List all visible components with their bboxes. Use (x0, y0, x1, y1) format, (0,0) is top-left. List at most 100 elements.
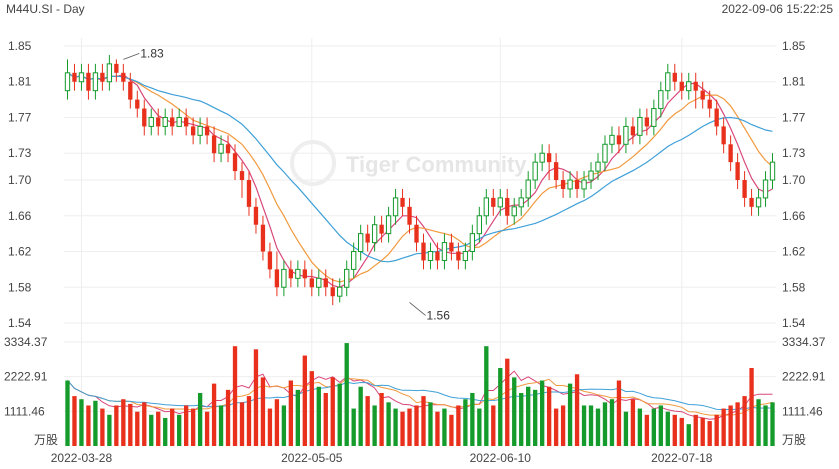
volume-bar (351, 408, 356, 446)
candle (651, 99, 657, 136)
candle (630, 117, 636, 145)
candle (588, 162, 594, 189)
volume-bar (526, 386, 531, 446)
candle-body (64, 72, 71, 92)
volume-bar (177, 414, 182, 446)
candle (567, 171, 573, 198)
volume-unit-left: 万股 (34, 433, 58, 447)
candle (267, 242, 273, 279)
candle (400, 188, 405, 216)
candle (672, 63, 677, 91)
volume-bar (323, 392, 328, 446)
candle (86, 63, 91, 100)
price-annotations: 1.83 1.56 (123, 46, 450, 322)
candle (142, 99, 147, 136)
candle-body (225, 144, 231, 154)
candle (518, 188, 524, 216)
candle (246, 171, 252, 216)
candle (114, 59, 119, 82)
candle (323, 269, 328, 297)
candle (581, 171, 587, 198)
date-tick: 2022-05-05 (281, 451, 343, 465)
candle (253, 197, 259, 234)
candle (351, 242, 357, 279)
candle-body (665, 72, 671, 92)
price-tick-left: 1.66 (8, 209, 32, 223)
candle-body (644, 117, 650, 127)
candle (100, 63, 105, 91)
price-tick-right: 1.81 (782, 75, 806, 89)
volume-bar (253, 349, 259, 446)
candle-body (337, 286, 343, 297)
candle-body (616, 135, 622, 145)
price-tick-left: 1.85 (8, 39, 32, 53)
candle-body (749, 197, 754, 207)
candle-body (525, 179, 531, 199)
candle-body (78, 72, 85, 83)
candle (78, 63, 85, 91)
candle-body (162, 116, 168, 127)
candle-body (302, 269, 307, 279)
candle-body (385, 215, 392, 235)
candle-body (281, 268, 287, 288)
volume-bar (595, 408, 601, 446)
volume-bar (121, 399, 126, 446)
volume-bar (623, 411, 629, 446)
candle-body (462, 251, 469, 261)
volume-bar (505, 358, 510, 446)
candle-body (476, 215, 482, 235)
candle (714, 99, 719, 136)
candle-body (679, 81, 684, 91)
volume-bar (239, 402, 245, 446)
candle (609, 126, 615, 154)
candle (316, 269, 322, 297)
candle (469, 224, 476, 261)
volume-bar (763, 405, 768, 446)
candle-body (623, 125, 629, 145)
volume-bar (721, 408, 726, 446)
candle-body (344, 268, 350, 288)
volume-bar (756, 399, 761, 446)
candle-body (204, 126, 210, 136)
candle (183, 108, 189, 136)
volume-bar (470, 392, 475, 446)
candle-body (371, 224, 378, 244)
volume-bar (449, 414, 454, 446)
candle (449, 233, 454, 261)
candle-body (700, 90, 705, 100)
candle (462, 242, 469, 270)
volume-bar (581, 405, 587, 446)
volume-bar (686, 424, 691, 446)
price-tick-right: 1.73 (782, 146, 806, 160)
candle (525, 171, 531, 207)
volume-bar (288, 380, 294, 446)
candle (232, 144, 238, 181)
volume-bar (358, 386, 363, 446)
volume-bar (735, 402, 740, 446)
volume-bar (770, 402, 775, 446)
candle-body (365, 233, 370, 243)
volume-bar (128, 403, 133, 446)
volume-bar (183, 405, 189, 446)
candle (392, 188, 399, 225)
candle-body (553, 162, 559, 181)
candle (421, 233, 426, 270)
volume-bar (442, 408, 447, 446)
volume-bar (414, 405, 419, 446)
candle-body (309, 278, 314, 288)
candle (602, 135, 608, 172)
volume-bar (309, 371, 314, 446)
candle-body (274, 269, 280, 288)
candle (539, 144, 545, 172)
candle-body (142, 108, 147, 127)
candle (637, 108, 643, 145)
candle (135, 90, 140, 118)
candle (693, 72, 698, 109)
candle (148, 108, 154, 136)
price-tick-left: 1.81 (8, 75, 32, 89)
ma-line-ma10 (67, 72, 773, 283)
volume-tick-right: 1111.46 (782, 404, 823, 418)
volume-bars (65, 343, 775, 446)
date-tick: 2022-06-10 (470, 451, 532, 465)
